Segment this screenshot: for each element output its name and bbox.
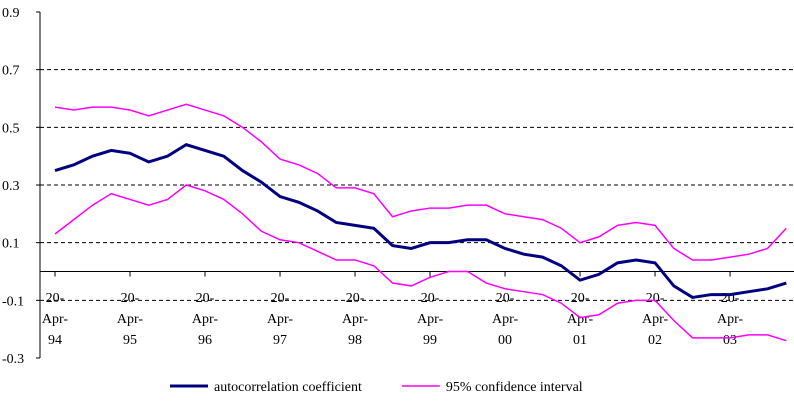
- x-tick-label: 20-Apr-03: [717, 291, 743, 348]
- x-tick-label: 20-Apr-95: [117, 291, 143, 348]
- series-line: [54, 103, 787, 261]
- x-tick-label: 20-Apr-98: [342, 291, 368, 348]
- x-tick-label: 20-Apr-02: [642, 291, 668, 348]
- x-tick-label: 20-Apr-94: [42, 291, 68, 348]
- y-tick-label: 0.3: [2, 179, 20, 194]
- legend-item: 95% confidence interval: [401, 380, 583, 395]
- series-line: [54, 142, 787, 300]
- y-tick-label: -0.1: [2, 294, 24, 309]
- y-tick-label: 0.1: [2, 237, 20, 252]
- legend-item: autocorrelation coefficient: [170, 380, 362, 395]
- series-line: [54, 184, 787, 342]
- x-tick-label: 20-Apr-00: [492, 291, 518, 348]
- legend-label: autocorrelation coefficient: [214, 380, 362, 395]
- x-tick-label: 20-Apr-97: [267, 291, 293, 348]
- x-tick-label: 20-Apr-96: [192, 291, 218, 348]
- y-tick-label: 0.5: [2, 121, 20, 136]
- y-tick-label: -0.3: [2, 352, 24, 367]
- y-tick-label: 0.7: [2, 64, 20, 79]
- x-tick-label: 20-Apr-01: [567, 291, 593, 348]
- legend-label: 95% confidence interval: [446, 380, 583, 395]
- x-tick-label: 20-Apr-99: [417, 291, 443, 348]
- y-tick-label: 0.9: [2, 6, 20, 21]
